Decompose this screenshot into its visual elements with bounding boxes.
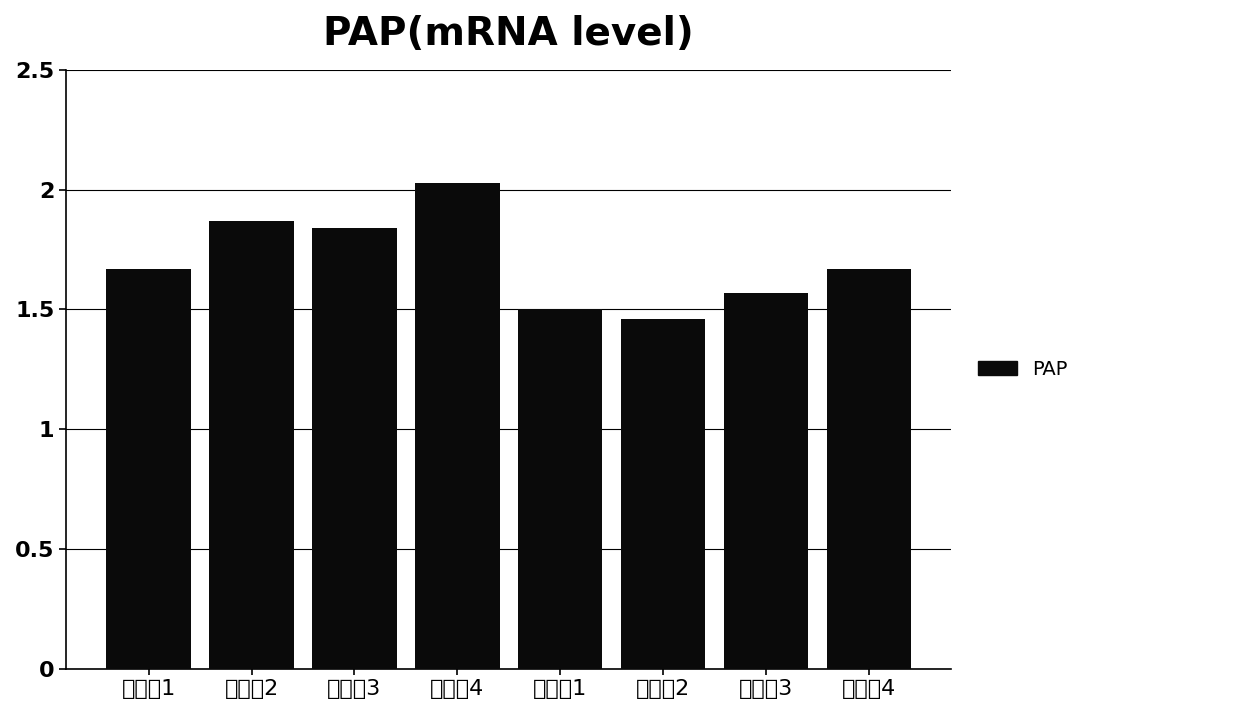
Title: PAP(mRNA level): PAP(mRNA level) [324, 15, 694, 53]
Bar [312, 228, 397, 668]
Bar [827, 268, 911, 668]
Legend: PAP: PAP [970, 352, 1075, 386]
Bar [210, 221, 294, 668]
Bar [518, 309, 603, 668]
Bar [621, 319, 706, 668]
Bar [107, 268, 191, 668]
Bar [415, 183, 500, 668]
Bar [724, 293, 808, 668]
